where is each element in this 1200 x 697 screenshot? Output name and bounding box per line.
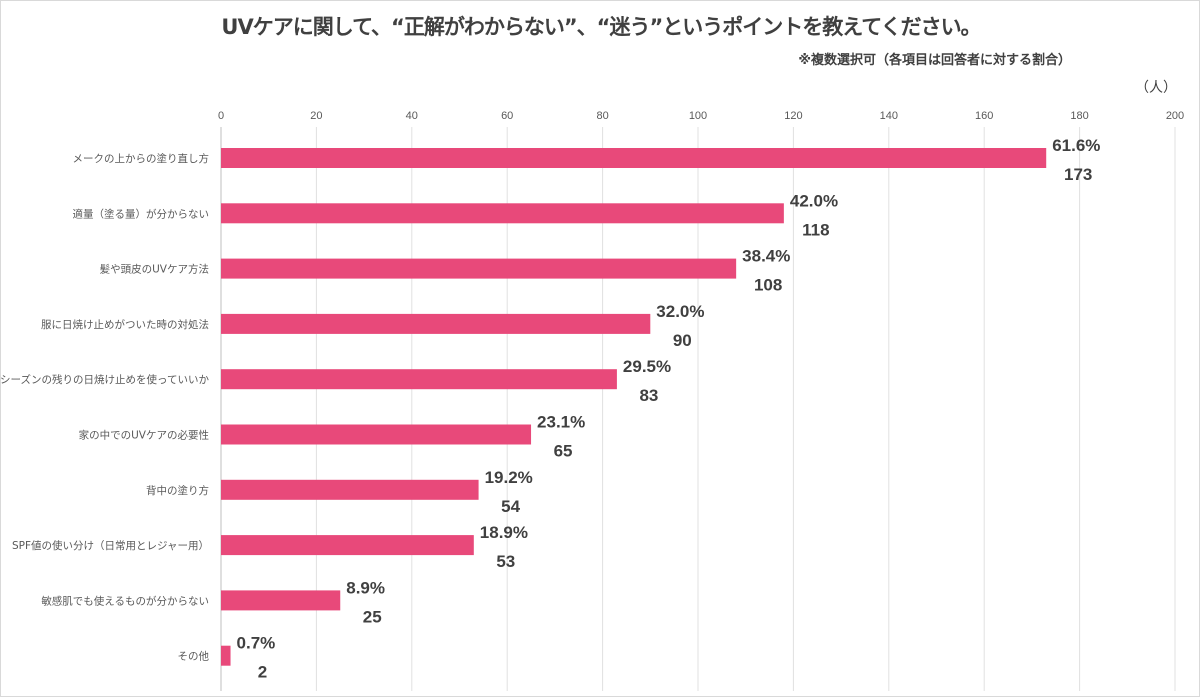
percent-label: 61.6% [1052, 136, 1100, 155]
category-label: 背中の塗り方 [146, 484, 209, 497]
bar [221, 148, 1047, 168]
category-label: 家の中でのUVケアの必要性 [79, 429, 209, 442]
bar [221, 369, 617, 390]
percent-label: 29.5% [623, 357, 671, 376]
category-label: 服に日焼け止めがついた時の対処法 [41, 318, 209, 331]
category-label: 髪や頭皮のUVケア方法 [100, 263, 209, 276]
percent-label: 8.9% [346, 578, 385, 597]
category-label: 去シーズンの残りの日焼け止めを使っていいか [1, 373, 209, 386]
category-label: 敏感肌でも使えるものが分からない [41, 594, 209, 607]
value-label: 25 [363, 607, 382, 626]
value-label: 118 [802, 220, 829, 239]
chart-title: UVケアに関して、“正解がわからない”、“迷う”というポイントを教えてください。 [221, 15, 981, 39]
category-label: 適量（塗る量）が分からない [73, 207, 210, 220]
x-tick-label: 80 [596, 110, 608, 122]
bar [221, 203, 784, 224]
value-label: 83 [639, 386, 658, 405]
unit-label: （人） [1135, 80, 1177, 96]
bar [221, 590, 341, 611]
x-tick-label: 140 [880, 110, 898, 122]
x-tick-label: 120 [784, 110, 802, 122]
value-label: 54 [501, 497, 520, 516]
percent-label: 42.0% [790, 191, 838, 210]
percent-label: 38.4% [742, 247, 790, 266]
x-tick-label: 0 [218, 110, 224, 122]
bar [221, 313, 651, 334]
bar [221, 424, 532, 445]
category-label: SPF値の使い分け（日常用とレジャー用） [12, 539, 209, 552]
bar [221, 645, 231, 666]
chart-subtitle: ※複数選択可（各項目は回答者に対する割合） [798, 53, 1071, 68]
percent-label: 19.2% [485, 468, 533, 487]
value-label: 90 [673, 331, 692, 350]
value-label: 108 [754, 276, 782, 295]
value-label: 53 [496, 552, 515, 571]
x-tick-label: 160 [975, 110, 993, 122]
x-tick-label: 100 [689, 110, 707, 122]
percent-label: 18.9% [480, 523, 528, 542]
bar [221, 479, 479, 500]
bar [221, 258, 737, 279]
bar [221, 535, 474, 556]
x-tick-label: 40 [406, 110, 418, 122]
category-label: メークの上からの塗り直し方 [73, 152, 210, 165]
percent-label: 23.1% [537, 413, 585, 432]
value-label: 2 [258, 663, 267, 682]
value-label: 173 [1064, 165, 1092, 184]
x-tick-label: 200 [1166, 110, 1184, 122]
x-tick-label: 60 [501, 110, 513, 122]
value-label: 65 [554, 442, 573, 461]
x-tick-label: 180 [1070, 110, 1088, 122]
percent-label: 32.0% [656, 302, 704, 321]
x-tick-label: 20 [310, 110, 322, 122]
percent-label: 0.7% [237, 634, 276, 653]
category-label: その他 [178, 650, 210, 663]
